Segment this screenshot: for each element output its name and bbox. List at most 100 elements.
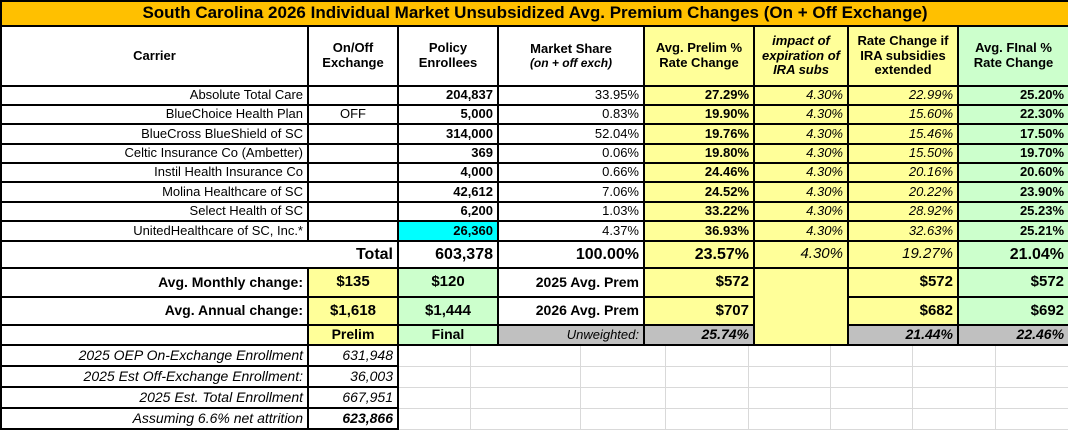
enrollees-value-highlighted: 26,360 bbox=[397, 220, 499, 242]
carrier-name: UnitedHealthcare of SC, Inc.* bbox=[0, 220, 309, 242]
unweighted-final-value: 22.46% bbox=[956, 324, 1068, 346]
final-rate-value: 17.50% bbox=[956, 123, 1068, 145]
col-header-enrollees: Policy Enrollees bbox=[397, 25, 499, 87]
footnote-row: 2025 OEP On-Exchange Enrollment 631,948 bbox=[0, 344, 1068, 367]
avg-annual-row: Avg. Annual change: $1,618 $1,444 2026 A… bbox=[0, 296, 1068, 326]
ira-extended-rate-value: 15.46% bbox=[847, 123, 959, 145]
total-prelim-rate: 23.57% bbox=[643, 240, 755, 269]
col-header-carrier: Carrier bbox=[0, 25, 309, 87]
footnote-row: Assuming 6.6% net attrition 623,866 bbox=[0, 407, 1068, 430]
prelim-rate-value: 24.52% bbox=[643, 181, 755, 203]
avg-prem-2025-ira: $572 bbox=[847, 267, 959, 298]
final-rate-value: 20.60% bbox=[956, 162, 1068, 183]
avg-prem-2026-final: $692 bbox=[956, 296, 1068, 326]
empty-grid-area bbox=[398, 387, 1068, 409]
avg-prem-2026-ira: $682 bbox=[847, 296, 959, 326]
col-header-final-rate: Avg. FInal % Rate Change bbox=[956, 25, 1068, 87]
col-header-exchange: On/Off Exchange bbox=[307, 25, 399, 87]
prelim-rate-value: 33.22% bbox=[643, 201, 755, 222]
enrollees-value: 5,000 bbox=[397, 104, 499, 125]
table-row: BlueCross BlueShield of SC 314,000 52.04… bbox=[0, 123, 1068, 145]
market-share-value: 0.66% bbox=[497, 162, 645, 183]
ira-impact-value: 4.30% bbox=[753, 162, 849, 183]
carrier-name: Molina Healthcare of SC bbox=[0, 181, 309, 203]
ira-extended-rate-value: 20.16% bbox=[847, 162, 959, 183]
unweighted-label: Unweighted: bbox=[497, 324, 645, 346]
enrollees-value: 6,200 bbox=[397, 201, 499, 222]
ira-impact-value: 4.30% bbox=[753, 143, 849, 164]
col-header-ira-impact: impact of expiration of IRA subs bbox=[753, 25, 849, 87]
avg-annual-change-label: Avg. Annual change: bbox=[0, 296, 309, 326]
ira-impact-value: 4.30% bbox=[753, 104, 849, 125]
ira-impact-value: 4.30% bbox=[753, 181, 849, 203]
exchange-flag bbox=[307, 220, 399, 242]
avg-prem-2026-label: 2026 Avg. Prem bbox=[497, 296, 645, 326]
table-title: South Carolina 2026 Individual Market Un… bbox=[0, 0, 1068, 27]
market-share-header-title: Market Share bbox=[530, 40, 612, 56]
table-row: BlueChoice Health Plan OFF 5,000 0.83% 1… bbox=[0, 104, 1068, 125]
footnote-row: 2025 Est. Total Enrollment 667,951 bbox=[0, 386, 1068, 409]
avg-prem-2025-label: 2025 Avg. Prem bbox=[497, 267, 645, 298]
monthly-final-dollar: $120 bbox=[397, 267, 499, 298]
footnote-value: 667,951 bbox=[307, 386, 399, 409]
avg-monthly-row: Avg. Monthly change: $135 $120 2025 Avg.… bbox=[0, 267, 1068, 346]
ira-impact-value: 4.30% bbox=[753, 201, 849, 222]
ira-extended-rate-value: 22.99% bbox=[847, 85, 959, 106]
enrollees-value: 4,000 bbox=[397, 162, 499, 183]
avg-prem-2025-final: $572 bbox=[956, 267, 1068, 298]
table-row: Instil Health Insurance Co 4,000 0.66% 2… bbox=[0, 162, 1068, 183]
blank-cell bbox=[0, 324, 309, 346]
market-share-header-subtitle: (on + off exch) bbox=[529, 55, 613, 70]
market-share-value: 4.37% bbox=[497, 220, 645, 242]
carrier-name: Select Health of SC bbox=[0, 201, 309, 222]
enrollees-value: 204,837 bbox=[397, 85, 499, 106]
table-row: Absolute Total Care 204,837 33.95% 27.29… bbox=[0, 85, 1068, 106]
final-column-label: Final bbox=[397, 324, 499, 346]
table-row: UnitedHealthcare of SC, Inc.* 26,360 4.3… bbox=[0, 220, 1068, 242]
enrollees-value: 314,000 bbox=[397, 123, 499, 145]
market-share-value: 0.83% bbox=[497, 104, 645, 125]
ira-extended-rate-value: 15.60% bbox=[847, 104, 959, 125]
prelim-rate-value: 19.80% bbox=[643, 143, 755, 164]
col-header-prelim-rate: Avg. Prelim % Rate Change bbox=[643, 25, 755, 87]
ira-impact-blank-cell bbox=[753, 267, 849, 346]
final-rate-value: 25.21% bbox=[956, 220, 1068, 242]
prelim-rate-value: 19.76% bbox=[643, 123, 755, 145]
final-rate-value: 22.30% bbox=[956, 104, 1068, 125]
col-header-market-share: Market Share (on + off exch) bbox=[497, 25, 645, 87]
exchange-flag bbox=[307, 85, 399, 106]
exchange-flag bbox=[307, 181, 399, 203]
footnote-row: 2025 Est Off-Exchange Enrollment: 36,003 bbox=[0, 365, 1068, 388]
prelim-rate-value: 24.46% bbox=[643, 162, 755, 183]
prelim-rate-value: 36.93% bbox=[643, 220, 755, 242]
empty-grid-area bbox=[398, 345, 1068, 367]
annual-prelim-dollar: $1,618 bbox=[307, 296, 399, 326]
market-share-value: 52.04% bbox=[497, 123, 645, 145]
footnote-value-attrition: 623,866 bbox=[307, 407, 399, 430]
ira-extended-rate-value: 15.50% bbox=[847, 143, 959, 164]
prelim-rate-value: 27.29% bbox=[643, 85, 755, 106]
unweighted-prelim-value: 25.74% bbox=[643, 324, 755, 346]
ira-extended-rate-value: 32.63% bbox=[847, 220, 959, 242]
footnote-label: 2025 Est Off-Exchange Enrollment: bbox=[0, 365, 309, 388]
exchange-flag bbox=[307, 162, 399, 183]
footnote-label: Assuming 6.6% net attrition bbox=[0, 407, 309, 430]
footnote-label: 2025 Est. Total Enrollment bbox=[0, 386, 309, 409]
ira-extended-rate-value: 28.92% bbox=[847, 201, 959, 222]
total-market-share: 100.00% bbox=[497, 240, 645, 269]
col-header-ira-extended: Rate Change if IRA subsidies extended bbox=[847, 25, 959, 87]
avg-prem-2026-prelim: $707 bbox=[643, 296, 755, 326]
footnote-value: 631,948 bbox=[307, 344, 399, 367]
final-rate-value: 25.20% bbox=[956, 85, 1068, 106]
enrollees-value: 42,612 bbox=[397, 181, 499, 203]
total-ira-impact: 4.30% bbox=[753, 240, 849, 269]
avg-prem-2025-prelim: $572 bbox=[643, 267, 755, 298]
unweighted-ira-value: 21.44% bbox=[847, 324, 959, 346]
empty-grid-area bbox=[398, 366, 1068, 388]
total-final-rate: 21.04% bbox=[956, 240, 1068, 269]
ira-impact-value: 4.30% bbox=[753, 220, 849, 242]
total-label: Total bbox=[0, 240, 399, 269]
exchange-flag bbox=[307, 123, 399, 145]
